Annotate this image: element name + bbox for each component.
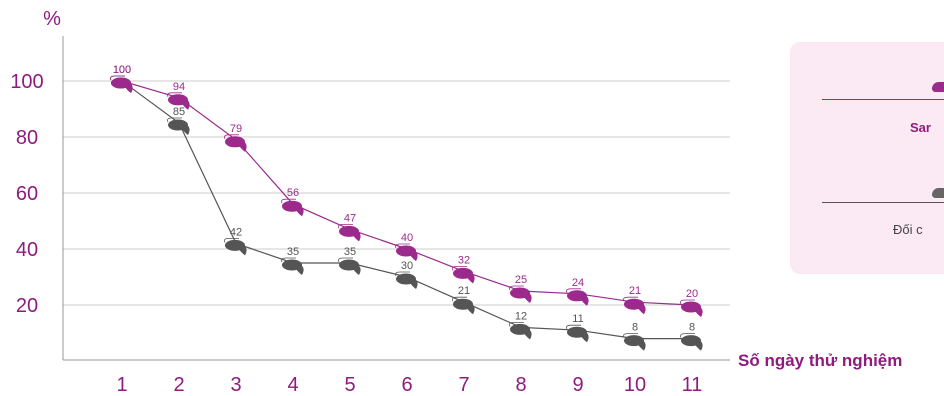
series-line <box>121 80 692 340</box>
data-label: 24 <box>572 277 584 289</box>
data-label: 35 <box>287 246 299 258</box>
data-point <box>509 285 532 303</box>
x-tick-label: 3 <box>230 374 241 396</box>
x-tick-label: 1 <box>116 374 127 396</box>
data-label: 94 <box>173 81 185 93</box>
data-point <box>167 117 190 135</box>
y-tick-labels: 20 40 60 80 100 <box>10 71 43 317</box>
data-point <box>224 238 247 256</box>
data-point <box>623 296 646 315</box>
data-point <box>680 333 703 351</box>
y-tick-label: 20 <box>16 295 38 317</box>
data-label: 100 <box>113 64 131 76</box>
data-label: 47 <box>344 212 356 224</box>
data-point <box>281 257 304 275</box>
data-label: 35 <box>344 246 356 258</box>
data-label: 12 <box>515 310 527 322</box>
legend: Sar Đối c <box>790 42 944 274</box>
legend-label-doi: Đối c <box>893 222 923 237</box>
legend-shrimp-icon-doi <box>932 188 944 198</box>
data-label: 30 <box>401 260 413 272</box>
x-tick-labels: 1 2 3 4 5 6 7 8 9 10 11 <box>116 374 702 396</box>
data-point <box>395 243 418 261</box>
data-label: 8 <box>632 322 638 334</box>
data-point <box>338 224 361 242</box>
data-point <box>395 271 418 289</box>
data-label: 42 <box>230 226 242 238</box>
data-label: 85 <box>173 106 185 118</box>
x-tick-label: 4 <box>287 374 298 396</box>
x-tick-label: 7 <box>458 374 469 396</box>
data-label: 11 <box>572 313 583 325</box>
y-axis-unit: % <box>43 8 61 30</box>
data-point <box>566 288 589 306</box>
gridlines <box>63 80 730 306</box>
data-point <box>452 296 475 315</box>
data-label: 20 <box>686 288 698 300</box>
series-0: 100 94 79 56 47 40 32 25 24 21 20 <box>110 64 703 317</box>
data-label: 21 <box>629 285 641 297</box>
data-label: 100 <box>113 64 131 76</box>
data-point <box>509 322 532 340</box>
x-tick-label: 11 <box>682 374 703 396</box>
data-point <box>167 92 190 110</box>
x-tick-label: 2 <box>173 374 184 396</box>
data-label: 40 <box>401 232 413 244</box>
data-point <box>566 324 589 343</box>
legend-line-sar <box>822 99 944 100</box>
legend-line-doi <box>822 202 944 203</box>
x-tick-label: 5 <box>344 374 355 396</box>
data-label: 56 <box>287 187 299 199</box>
x-tick-label: 10 <box>624 374 646 396</box>
x-axis-label: Số ngày thử nghiệm <box>738 351 902 370</box>
y-tick-label: 80 <box>16 127 38 149</box>
data-label: 79 <box>230 123 242 135</box>
data-point <box>680 299 703 317</box>
data-point <box>281 198 304 217</box>
data-label: 8 <box>689 322 695 334</box>
data-label: 25 <box>515 274 527 286</box>
y-tick-label: 40 <box>16 239 38 261</box>
y-tick-label: 100 <box>10 71 43 93</box>
data-point <box>452 266 475 284</box>
y-tick-label: 60 <box>16 183 38 205</box>
data-point <box>623 333 646 351</box>
series-1: 100 85 42 35 35 30 21 12 11 8 8 <box>110 64 703 351</box>
legend-label-sar: Sar <box>910 120 931 135</box>
data-point <box>224 134 247 152</box>
data-point <box>338 257 361 275</box>
legend-shrimp-icon-sar <box>932 82 944 92</box>
x-tick-label: 8 <box>515 374 526 396</box>
x-tick-label: 9 <box>572 374 583 396</box>
data-label: 21 <box>458 285 470 297</box>
data-label: 32 <box>458 254 470 266</box>
x-tick-label: 6 <box>401 374 412 396</box>
data-point <box>110 75 133 93</box>
